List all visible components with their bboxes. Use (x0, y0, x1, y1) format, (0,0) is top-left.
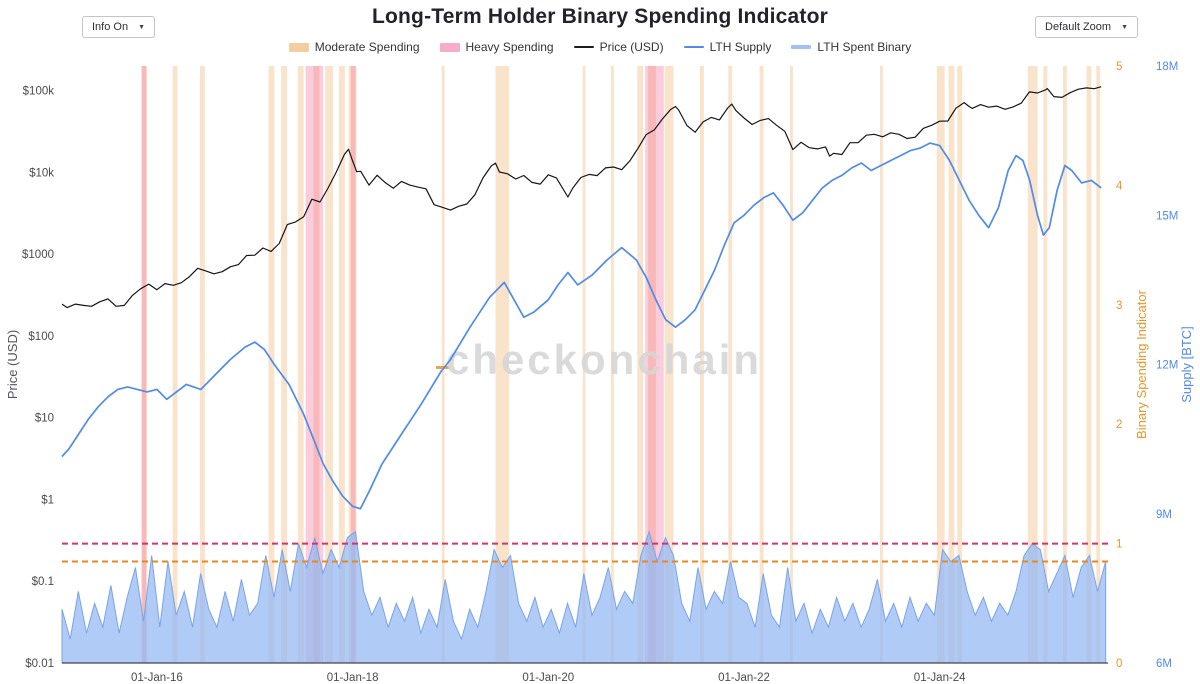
svg-text:$0.1: $0.1 (32, 576, 54, 588)
legend-label: LTH Supply (709, 40, 772, 54)
dropdown-arrow-icon: ▼ (138, 23, 146, 31)
bands-layer (141, 66, 1101, 663)
binary-axis-ticks: 0 1 2 3 4 5 (1116, 61, 1123, 670)
legend-label: Moderate Spending (314, 40, 420, 54)
plot-area[interactable] (62, 66, 1108, 663)
binary-axis-title: Binary Spending Indicator (1134, 289, 1149, 439)
lth-spent-binary-swatch-icon (791, 45, 812, 49)
svg-text:$1000: $1000 (22, 249, 54, 261)
svg-text:1: 1 (1116, 539, 1122, 551)
svg-text:$100: $100 (28, 331, 54, 343)
svg-text:checkonchain: checkonchain (446, 336, 762, 383)
svg-text:01-Jan-24: 01-Jan-24 (914, 672, 966, 684)
svg-text:01-Jan-20: 01-Jan-20 (522, 672, 574, 684)
supply-axis-title: Supply [BTC] (1179, 326, 1194, 403)
svg-text:3: 3 (1116, 300, 1122, 312)
zoom-select-button[interactable]: Default Zoom ▼ (1035, 16, 1138, 38)
supply-axis-ticks: 6M 9M 12M 15M 18M (1156, 61, 1178, 670)
legend-item-heavy-spending[interactable]: Heavy Spending (439, 40, 554, 54)
svg-text:01-Jan-22: 01-Jan-22 (718, 672, 770, 684)
svg-text:2: 2 (1116, 419, 1122, 431)
info-toggle-label: Info On (92, 21, 129, 33)
lth-supply-swatch-icon (683, 46, 704, 48)
price-line (61, 86, 1102, 309)
moderate-spending-swatch-icon (288, 42, 309, 52)
price-axis-title: Price (USD) (5, 330, 20, 399)
x-axis-ticks: 01-Jan-16 01-Jan-18 01-Jan-20 01-Jan-22 01-J… (131, 672, 966, 684)
svg-text:5: 5 (1116, 61, 1122, 73)
legend-item-moderate-spending[interactable]: Moderate Spending (288, 40, 420, 54)
price-usd--swatch-icon (573, 46, 594, 48)
lth-supply-line (61, 142, 1102, 510)
svg-text:$10: $10 (35, 413, 54, 425)
svg-text:01-Jan-18: 01-Jan-18 (327, 672, 379, 684)
page-title: Long-Term Holder Binary Spending Indicat… (371, 5, 829, 28)
dropdown-arrow-icon: ▼ (1121, 23, 1128, 31)
watermark: checkonchain (436, 336, 762, 383)
svg-text:9M: 9M (1156, 509, 1172, 521)
info-toggle-button[interactable]: Info On ▼ (82, 16, 156, 38)
legend-item-lth-spent-binary[interactable]: LTH Spent Binary (791, 40, 911, 54)
price-axis-ticks: $0.01 $0.1 $1 $10 $100 $1000 $10k $100k (22, 86, 54, 670)
svg-text:6M: 6M (1156, 658, 1172, 670)
svg-text:15M: 15M (1156, 210, 1178, 222)
legend-label: Heavy Spending (465, 40, 554, 54)
svg-text:$10k: $10k (29, 167, 54, 179)
svg-text:4: 4 (1116, 180, 1123, 192)
svg-text:01-Jan-16: 01-Jan-16 (131, 672, 183, 684)
legend-item-lth-supply[interactable]: LTH Supply (683, 40, 772, 54)
svg-text:18M: 18M (1156, 61, 1178, 73)
legend-item-price-usd-[interactable]: Price (USD) (573, 40, 664, 54)
legend-label: LTH Spent Binary (817, 40, 912, 54)
svg-text:$100k: $100k (23, 86, 55, 98)
legend-label: Price (USD) (599, 40, 664, 54)
svg-text:$0.01: $0.01 (25, 658, 54, 670)
svg-text:$1: $1 (41, 495, 54, 507)
zoom-select-label: Default Zoom (1045, 21, 1112, 33)
svg-text:12M: 12M (1156, 360, 1178, 372)
lth-spent-binary-area (61, 530, 1107, 664)
heavy-spending-swatch-icon (439, 42, 460, 52)
svg-text:0: 0 (1116, 658, 1122, 670)
legend: Moderate Spending Heavy Spending Price (US… (0, 40, 1200, 54)
